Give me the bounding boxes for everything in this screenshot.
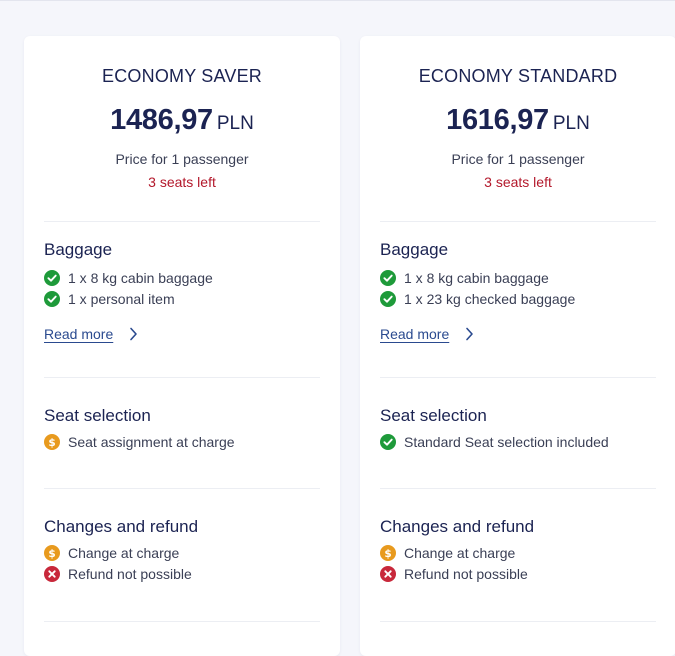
dollar-coin-icon: $: [44, 545, 60, 561]
check-circle-icon: [44, 291, 60, 307]
section-divider: [44, 621, 320, 622]
seat-selection-section-title: Seat selection: [380, 406, 487, 425]
seats-left-badge: 3 seats left: [148, 174, 216, 190]
seat-selection-item: Standard Seat selection included: [380, 433, 609, 451]
check-circle-icon: [380, 270, 396, 286]
svg-text:$: $: [48, 548, 55, 560]
feature-text: Refund not possible: [68, 566, 192, 582]
price-currency: PLN: [552, 113, 590, 134]
feature-text: Change at charge: [404, 545, 516, 561]
feature-text: 1 x personal item: [68, 291, 175, 307]
svg-text:$: $: [48, 437, 55, 449]
baggage-section-title: Baggage: [380, 240, 449, 259]
x-circle-icon: [44, 566, 60, 582]
x-circle-icon: [380, 566, 396, 582]
fare-name: ECONOMY SAVER: [102, 66, 262, 86]
section-divider: [380, 488, 656, 489]
section-divider: [44, 377, 320, 378]
section-divider: [44, 221, 320, 222]
check-circle-icon: [44, 270, 60, 286]
baggage-item: 1 x 8 kg cabin baggage: [44, 269, 213, 287]
price-amount: 1486,97: [110, 104, 213, 136]
chevron-right-icon[interactable]: [129, 327, 138, 341]
changes-refund-item: $ Change at charge: [380, 544, 515, 562]
dollar-coin-icon: $: [380, 545, 396, 561]
changes-refund-item: $ Change at charge: [44, 544, 179, 562]
seats-left-badge: 3 seats left: [484, 174, 552, 190]
fare-card-economy-saver[interactable]: ECONOMY SAVER 1486,97 PLN Price for 1 pas…: [24, 36, 340, 656]
changes-refund-section-title: Changes and refund: [44, 517, 199, 536]
section-divider: [44, 488, 320, 489]
changes-refund-section-title: Changes and refund: [380, 517, 535, 536]
changes-refund-item: Refund not possible: [44, 565, 192, 583]
fare-name: ECONOMY STANDARD: [418, 66, 618, 86]
baggage-item: 1 x personal item: [44, 290, 175, 308]
read-more-label[interactable]: Read more: [44, 326, 114, 342]
feature-text: Standard Seat selection included: [404, 434, 609, 450]
svg-text:$: $: [384, 548, 391, 560]
section-divider: [380, 621, 656, 622]
price-currency: PLN: [216, 113, 254, 134]
baggage-section-title: Baggage: [44, 240, 113, 259]
section-divider: [380, 377, 656, 378]
chevron-right-icon[interactable]: [465, 327, 474, 341]
section-divider: [380, 221, 656, 222]
feature-text: Change at charge: [68, 545, 180, 561]
price-amount: 1616,97: [446, 104, 549, 136]
feature-text: Refund not possible: [404, 566, 528, 582]
read-more-label[interactable]: Read more: [380, 326, 450, 342]
changes-refund-item: Refund not possible: [380, 565, 528, 583]
read-more-link[interactable]: Read more: [44, 324, 138, 344]
check-circle-icon: [380, 434, 396, 450]
price-per-passenger-note: Price for 1 passenger: [451, 151, 585, 167]
baggage-item: 1 x 8 kg cabin baggage: [380, 269, 549, 287]
feature-text: 1 x 23 kg checked baggage: [404, 291, 576, 307]
feature-text: 1 x 8 kg cabin baggage: [404, 270, 549, 286]
fare-card-economy-standard[interactable]: ECONOMY STANDARD 1616,97 PLN Price for 1 …: [360, 36, 675, 656]
feature-text: Seat assignment at charge: [68, 434, 235, 450]
fare-price: 1616,97 PLN: [360, 104, 675, 137]
seat-selection-section-title: Seat selection: [44, 406, 151, 425]
page-top-border: [0, 0, 675, 1]
fare-price: 1486,97 PLN: [24, 104, 340, 137]
dollar-coin-icon: $: [44, 434, 60, 450]
feature-text: 1 x 8 kg cabin baggage: [68, 270, 213, 286]
price-per-passenger-note: Price for 1 passenger: [115, 151, 249, 167]
baggage-item: 1 x 23 kg checked baggage: [380, 290, 575, 308]
read-more-link[interactable]: Read more: [380, 324, 474, 344]
seat-selection-item: $ Seat assignment at charge: [44, 433, 235, 451]
check-circle-icon: [380, 291, 396, 307]
